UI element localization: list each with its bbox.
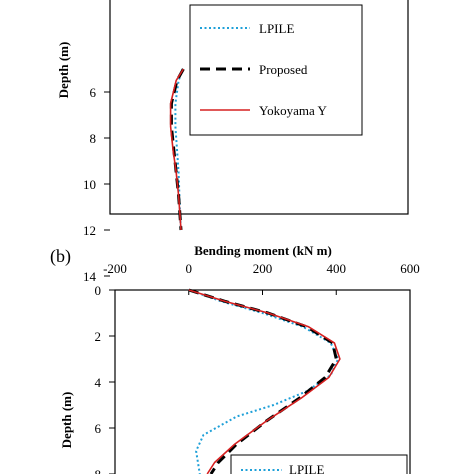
- panel-b-y-tick-label: 8: [95, 467, 102, 474]
- panel-b-x-tick-label: 600: [400, 261, 420, 276]
- panel-b-legend-lpile-label: LPILE: [289, 462, 324, 474]
- panel-a-legend-label: Proposed: [259, 62, 308, 77]
- panel-b-x-tick-label: 200: [253, 261, 273, 276]
- panel-b-x-axis-label: Bending moment (kN m): [194, 243, 332, 258]
- panel-a-y-ticks: 6 8 10 12 14: [83, 85, 110, 284]
- panel-b-y-tick-label: 0: [95, 283, 102, 298]
- panel-a-legend: LPILE Proposed Yokoyama Y: [200, 21, 328, 118]
- panel-b-label: (b): [50, 246, 71, 267]
- panel-a-series-line-0: [174, 68, 184, 231]
- panel-b-series-line-0: [188, 289, 340, 474]
- panel-b-y-ticks: 0 2 4 6 8: [95, 283, 115, 474]
- panel-a-chart: 6 8 10 12 14 LPILE Proposed Yokoyama Y Depth (…: [56, 0, 409, 284]
- panel-b-y-tick-label: 2: [95, 329, 102, 344]
- panel-a-plot-frame: [109, 0, 409, 215]
- panel-a-y-tick-label: 14: [83, 269, 97, 284]
- panel-b-plot-frame: [114, 289, 411, 474]
- panel-b-x-tick-label: -200: [103, 261, 127, 276]
- panel-b-y-tick-label: 6: [95, 421, 102, 436]
- panel-a-legend-label: Yokoyama Y: [259, 103, 328, 118]
- panel-b-x-tick-label: 0: [186, 261, 193, 276]
- panel-a-series-line-2: [169, 68, 185, 231]
- panel-b-legend-box: [230, 454, 408, 474]
- panel-b-series: [188, 288, 341, 474]
- panel-b-series-line-2: [188, 289, 341, 474]
- panel-a-y-tick-label: 6: [90, 85, 97, 100]
- panel-b-y-tick-label: 4: [95, 375, 102, 390]
- panel-b-x-tick-label: 400: [327, 261, 347, 276]
- panel-b-chart: (b) Bending moment (kN m) -200 0 200 400 600…: [50, 243, 420, 474]
- panel-a-y-tick-label: 10: [83, 177, 96, 192]
- panel-a-series: [169, 68, 185, 231]
- panel-b-series-line-1: [188, 288, 338, 474]
- panel-a-legend-label: LPILE: [259, 21, 294, 36]
- panel-a-y-tick-label: 12: [83, 223, 96, 238]
- panel-a-y-tick-label: 8: [90, 131, 97, 146]
- panel-b-y-axis-label: Depth (m): [59, 392, 74, 449]
- panel-a-y-axis-label: Depth (m): [56, 42, 71, 99]
